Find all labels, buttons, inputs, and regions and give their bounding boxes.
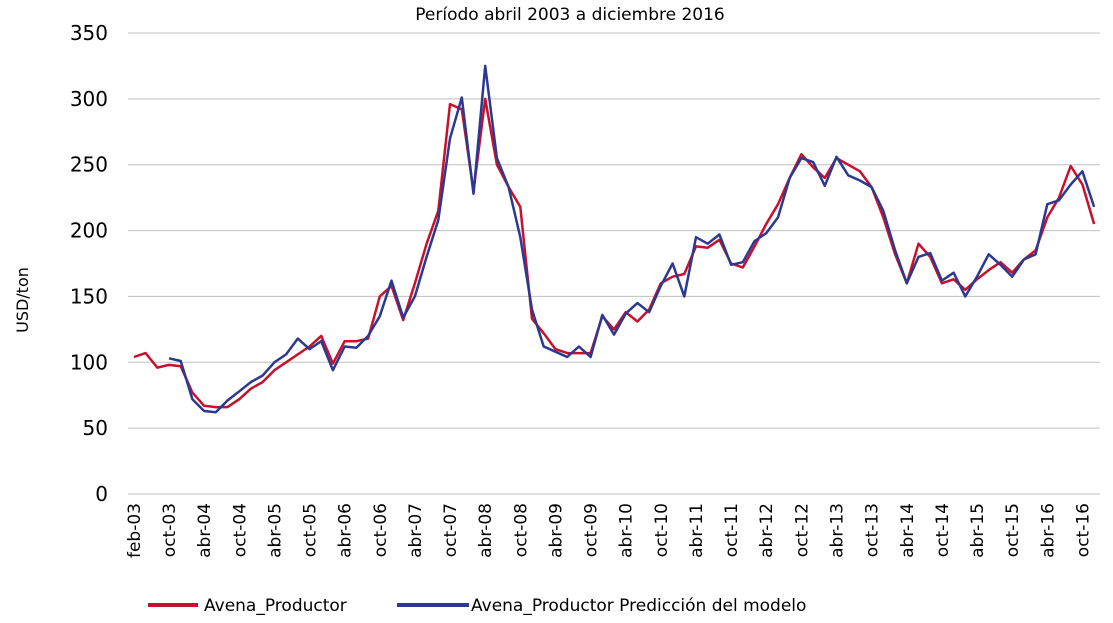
x-tick-label: oct-16 [1073,503,1093,557]
x-tick-label: oct-06 [371,503,391,557]
x-tick-label: oct-09 [582,503,602,557]
y-axis-label: USD/ton [13,267,32,333]
x-tick-label: abr-13 [828,503,848,558]
y-tick-label: 250 [70,153,108,177]
x-tick-label: oct-10 [652,503,672,557]
x-tick-label: oct-11 [722,503,742,557]
x-tick-label: oct-13 [863,503,883,557]
x-tick-label: oct-04 [230,503,250,557]
y-tick-label: 300 [70,87,108,111]
x-tick-label: oct-15 [1003,503,1023,557]
x-tick-label: abr-05 [265,503,285,558]
x-tick-label: abr-06 [336,503,356,558]
legend-label: Avena_Productor [204,596,347,616]
x-tick-label: abr-04 [195,503,215,558]
x-tick-label: oct-05 [301,503,321,557]
x-tick-label: abr-08 [476,503,496,558]
chart-title: Período abril 2003 a diciembre 2016 [415,5,725,25]
x-tick-label: oct-07 [441,503,461,557]
x-tick-label: oct-08 [511,503,531,557]
x-tick-label: abr-12 [757,503,777,558]
x-tick-label: abr-11 [687,503,707,558]
series-line [133,97,1096,409]
x-tick-label: feb-03 [125,503,145,558]
legend-label: Avena_Productor Predicción del modelo [471,596,806,616]
x-tick-label: oct-03 [160,503,180,557]
series-line [168,64,1096,414]
y-tick-label: 50 [83,416,108,440]
x-tick-label: oct-12 [792,503,812,557]
y-tick-label: 200 [70,219,108,243]
x-tick-label: abr-09 [546,503,566,558]
x-tick-label: oct-14 [933,503,953,557]
y-tick-label: 0 [95,482,108,506]
x-tick-label: abr-14 [898,503,918,558]
y-tick-label: 100 [70,350,108,374]
y-tick-label: 150 [70,284,108,308]
x-tick-label: abr-16 [1038,503,1058,558]
x-tick-label: abr-15 [968,503,988,558]
x-tick-label: abr-10 [617,503,637,558]
x-tick-label: abr-07 [406,503,426,558]
y-tick-label: 350 [70,21,108,45]
